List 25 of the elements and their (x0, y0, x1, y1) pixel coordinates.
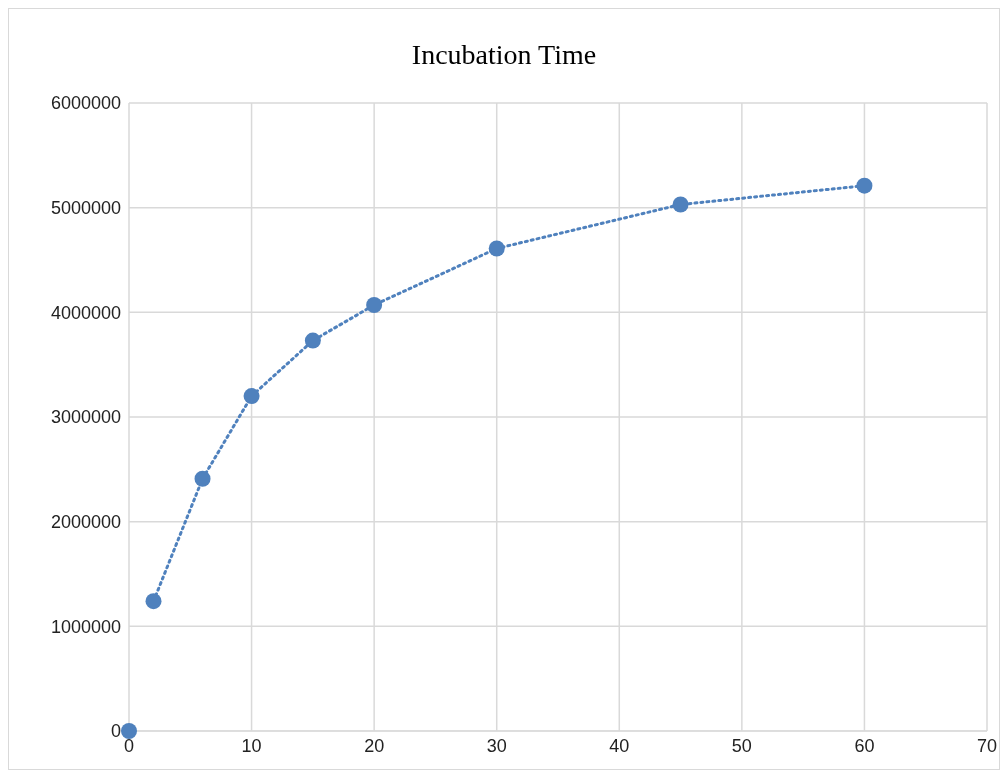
y-tick-label: 6000000 (50, 93, 121, 114)
point (121, 723, 137, 739)
x-tick-label: 50 (731, 735, 752, 756)
point (366, 297, 383, 314)
x-tick-label: 60 (854, 735, 875, 756)
x-tick-label: 10 (241, 735, 262, 756)
x-tick-label: 0 (123, 735, 135, 756)
y-tick-label: 0 (110, 721, 121, 742)
y-tick-label: 5000000 (50, 198, 121, 219)
point (194, 470, 211, 487)
x-tick-label: 40 (609, 735, 630, 756)
y-tick-label: 3000000 (50, 407, 121, 428)
point (304, 332, 321, 349)
x-tick-label: 20 (364, 735, 385, 756)
point (488, 240, 505, 257)
point (243, 388, 260, 405)
y-tick-label: 4000000 (50, 302, 121, 323)
point (856, 177, 873, 194)
x-tick-label: 70 (976, 735, 998, 756)
point (145, 593, 162, 610)
point (672, 196, 689, 213)
x-tick-label: 30 (486, 735, 507, 756)
chart-title: Incubation Time (410, 39, 598, 71)
y-tick-label: 1000000 (50, 616, 121, 637)
y-tick-label: 2000000 (50, 512, 121, 533)
